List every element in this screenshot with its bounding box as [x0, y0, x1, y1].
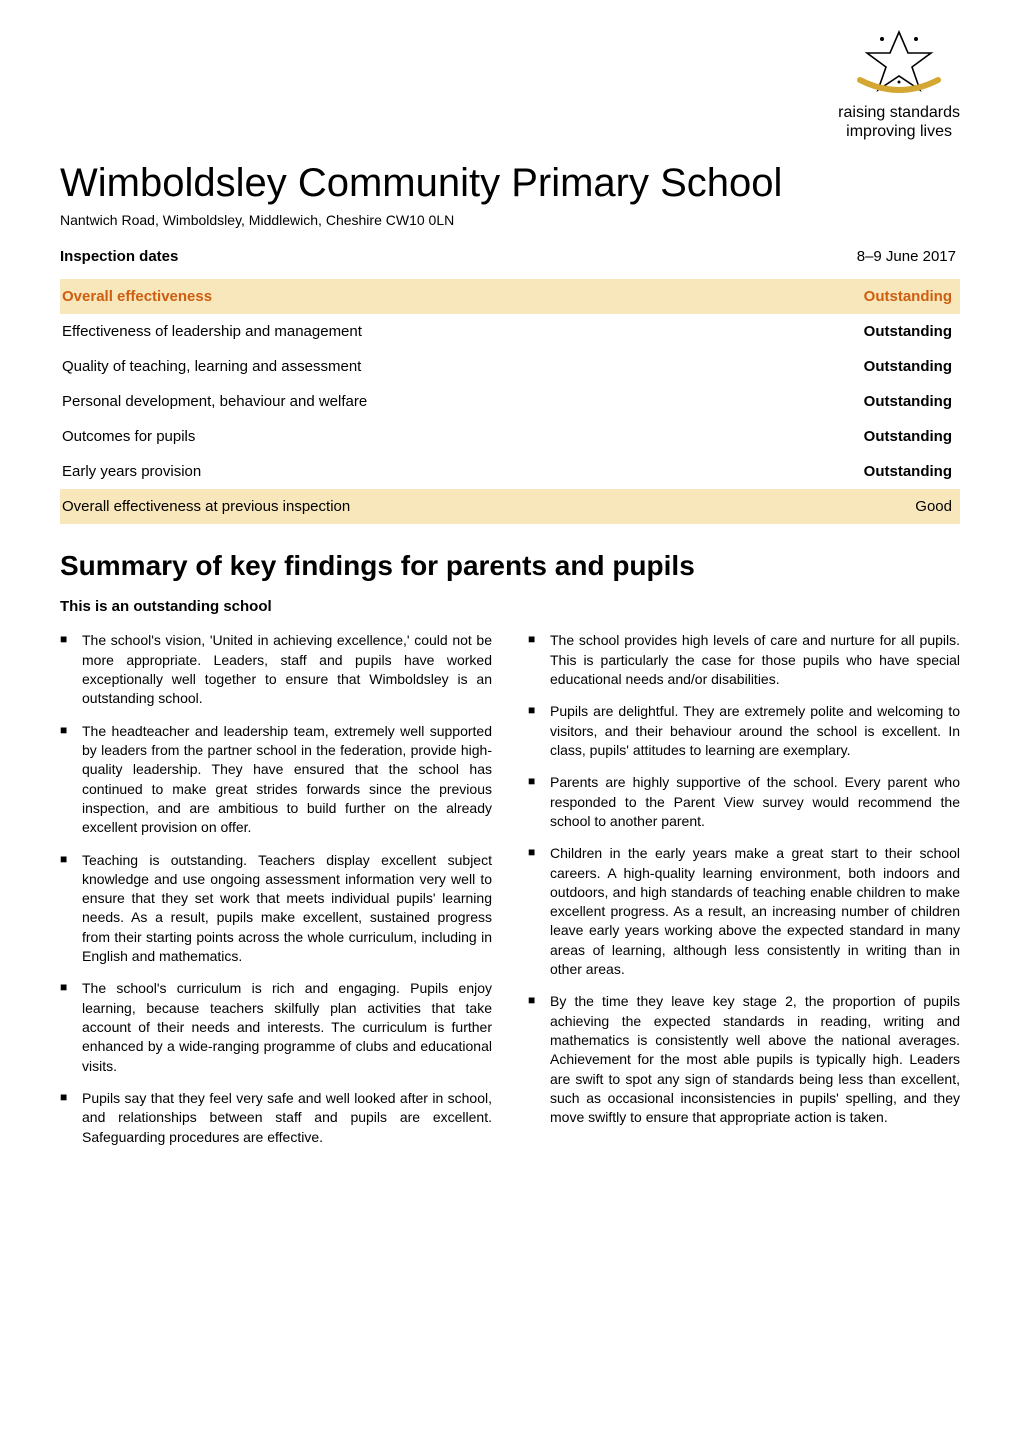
list-item: By the time they leave key stage 2, the …	[528, 992, 960, 1127]
eff-label: Effectiveness of leadership and manageme…	[60, 314, 745, 349]
list-item: Children in the early years make a great…	[528, 844, 960, 979]
page-title: Wimboldsley Community Primary School	[60, 161, 960, 206]
table-row: Overall effectiveness at previous inspec…	[60, 489, 960, 524]
list-item: The school's curriculum is rich and enga…	[60, 979, 492, 1076]
table-row: Effectiveness of leadership and manageme…	[60, 314, 960, 349]
findings-left-column: The school's vision, 'United in achievin…	[60, 631, 492, 1160]
inspection-dates-row: Inspection dates 8–9 June 2017	[60, 248, 960, 265]
findings-list-right: The school provides high levels of care …	[528, 631, 960, 1127]
list-item: Teaching is outstanding. Teachers displa…	[60, 851, 492, 967]
eff-rating: Outstanding	[745, 279, 960, 314]
summary-subheading: This is an outstanding school	[60, 598, 960, 615]
findings-list-left: The school's vision, 'United in achievin…	[60, 631, 492, 1147]
eff-label: Personal development, behaviour and welf…	[60, 384, 745, 419]
table-row: Outcomes for pupils Outstanding	[60, 419, 960, 454]
eff-rating: Good	[745, 489, 960, 524]
eff-rating: Outstanding	[745, 314, 960, 349]
findings-columns: The school's vision, 'United in achievin…	[60, 631, 960, 1160]
header-logo-region: raising standards improving lives	[60, 30, 960, 141]
ofsted-star-icon	[854, 30, 944, 96]
eff-label: Overall effectiveness	[60, 279, 745, 314]
ofsted-tagline: raising standards improving lives	[838, 103, 960, 141]
eff-label: Outcomes for pupils	[60, 419, 745, 454]
summary-heading: Summary of key findings for parents and …	[60, 550, 960, 582]
eff-rating: Outstanding	[745, 419, 960, 454]
list-item: The school provides high levels of care …	[528, 631, 960, 689]
ofsted-tagline-line1: raising standards	[838, 103, 960, 122]
eff-label: Quality of teaching, learning and assess…	[60, 349, 745, 384]
ofsted-logo: raising standards improving lives	[838, 30, 960, 141]
list-item: The headteacher and leadership team, ext…	[60, 722, 492, 838]
inspection-dates-value: 8–9 June 2017	[857, 248, 956, 265]
eff-rating: Outstanding	[745, 454, 960, 489]
list-item: Parents are highly supportive of the sch…	[528, 773, 960, 831]
table-row: Personal development, behaviour and welf…	[60, 384, 960, 419]
table-row: Quality of teaching, learning and assess…	[60, 349, 960, 384]
eff-label: Early years provision	[60, 454, 745, 489]
eff-rating: Outstanding	[745, 349, 960, 384]
findings-right-column: The school provides high levels of care …	[528, 631, 960, 1160]
inspection-dates-label: Inspection dates	[60, 248, 178, 265]
table-row: Early years provision Outstanding	[60, 454, 960, 489]
list-item: The school's vision, 'United in achievin…	[60, 631, 492, 708]
effectiveness-table-body: Overall effectiveness Outstanding Effect…	[60, 279, 960, 524]
ofsted-tagline-line2: improving lives	[838, 122, 960, 141]
list-item: Pupils are delightful. They are extremel…	[528, 702, 960, 760]
eff-label: Overall effectiveness at previous inspec…	[60, 489, 745, 524]
school-address: Nantwich Road, Wimboldsley, Middlewich, …	[60, 212, 960, 228]
eff-rating: Outstanding	[745, 384, 960, 419]
list-item: Pupils say that they feel very safe and …	[60, 1089, 492, 1147]
effectiveness-table: Overall effectiveness Outstanding Effect…	[60, 279, 960, 524]
table-row: Overall effectiveness Outstanding	[60, 279, 960, 314]
